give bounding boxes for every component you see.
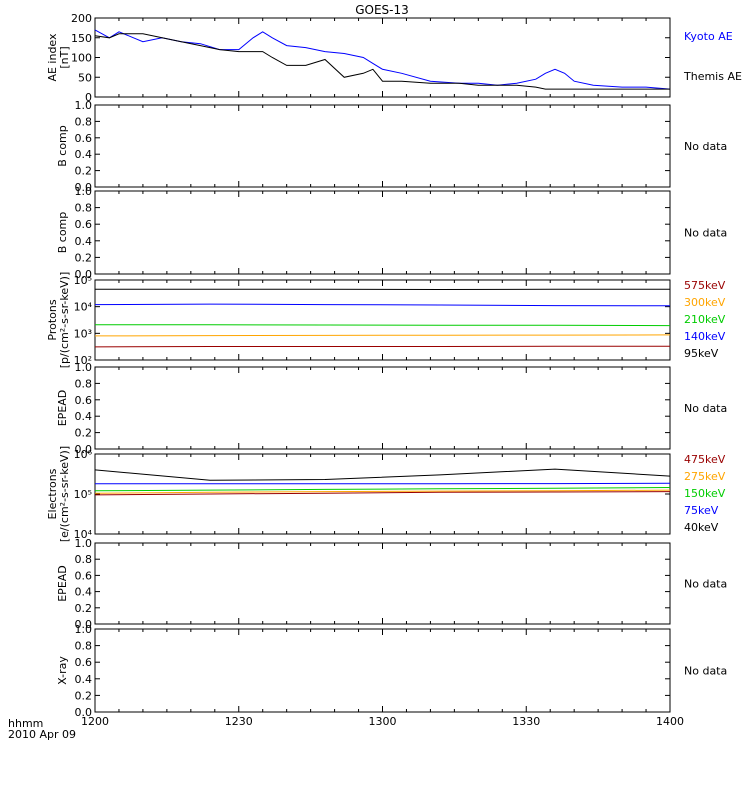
y-tick-label: 10⁵: [74, 488, 92, 501]
legend-575kev: 575keV: [684, 279, 726, 292]
y-axis-title: Electrons: [46, 468, 59, 519]
plot-title: GOES-13: [355, 3, 409, 17]
time-axis-tick-label: 1330: [512, 715, 540, 728]
no-data-label: No data: [684, 227, 727, 240]
y-tick-label: 50: [78, 71, 92, 84]
y-tick-label: 0.0: [75, 618, 93, 631]
legend-275kev: 275keV: [684, 470, 726, 483]
y-tick-label: 0.4: [75, 148, 93, 161]
legend-kyoto-ae: Kyoto AE: [684, 30, 733, 43]
no-data-label: No data: [684, 665, 727, 678]
y-axis-title: AE index: [46, 33, 59, 82]
y-tick-label: 0.2: [75, 602, 93, 615]
y-axis-title: X-ray: [56, 656, 69, 685]
time-axis-tick-label: 1230: [225, 715, 253, 728]
series-line-575kev: [94, 345, 670, 348]
y-tick-label: 0.6: [75, 218, 93, 231]
y-tick-label: 0.6: [75, 569, 93, 582]
y-tick-label: 0.8: [75, 115, 93, 128]
series-line-210kev: [95, 324, 671, 327]
series-line-150kev: [94, 487, 671, 492]
legend-themis-ae: Themis AE: [683, 70, 742, 83]
y-tick-label: 10⁵: [74, 274, 92, 287]
y-tick-label: 10²: [74, 354, 92, 367]
y-tick-label: 1.0: [75, 99, 93, 112]
y-tick-label: 0.8: [75, 640, 93, 653]
legend-140kev: 140keV: [684, 330, 726, 343]
legend-150kev: 150keV: [684, 487, 726, 500]
time-axis-tick-label: 1400: [656, 715, 684, 728]
y-axis-title: Protons: [46, 299, 59, 340]
panel-frame-3: [94, 279, 671, 361]
y-tick-label: 0.0: [75, 181, 93, 194]
y-tick-label: 0.2: [75, 427, 93, 440]
y-tick-label: 0.2: [75, 251, 93, 264]
y-tick-label: 1.0: [75, 361, 93, 374]
no-data-label: No data: [684, 140, 727, 153]
y-tick-label: 0.8: [75, 553, 93, 566]
y-tick-label: 0.4: [75, 673, 93, 686]
y-axis-title: [e/(cm²-s-sr-keV)]: [58, 446, 71, 542]
y-tick-label: 0.6: [75, 656, 93, 669]
panel-frame-6: [94, 542, 671, 625]
series-line-themis-ae: [94, 33, 670, 90]
series-line-75kev: [95, 482, 671, 485]
panel-frame-1: [94, 104, 671, 188]
panel-frame-2: [94, 190, 671, 275]
panel-frame-4: [94, 366, 671, 450]
series-line-300kev: [94, 334, 671, 337]
legend-210kev: 210keV: [684, 313, 726, 326]
series-line-kyoto-ae: [94, 29, 671, 90]
y-tick-label: 0.8: [75, 202, 93, 215]
y-tick-label: 0.0: [75, 706, 93, 719]
y-tick-label: 0.6: [75, 132, 93, 145]
y-tick-label: 0.4: [75, 235, 93, 248]
y-tick-label: 0.2: [75, 165, 93, 178]
y-tick-label: 200: [71, 12, 92, 25]
legend-95kev: 95keV: [684, 347, 719, 360]
legend-475kev: 475keV: [684, 453, 726, 466]
y-tick-label: 10⁶: [74, 448, 93, 461]
y-tick-label: 100: [71, 52, 92, 65]
y-axis-title: EPEAD: [56, 565, 69, 602]
legend-300kev: 300keV: [684, 296, 726, 309]
time-axis-date-label: 2010 Apr 09: [8, 728, 76, 741]
series-line-140kev: [94, 303, 671, 307]
y-tick-label: 0.6: [75, 394, 93, 407]
y-tick-label: 0: [85, 91, 92, 104]
series-line-275kev: [94, 489, 671, 494]
y-axis-title: [p/(cm²-s-sr-keV)]: [58, 272, 71, 369]
y-tick-label: 0.4: [75, 410, 93, 423]
time-axis-unit-label: hhmm: [8, 717, 43, 730]
y-axis-title: [nT]: [58, 46, 71, 68]
series-line-475kev: [94, 491, 671, 496]
y-tick-label: 0.0: [75, 268, 93, 281]
legend-75kev: 75keV: [684, 504, 719, 517]
y-tick-label: 1.0: [75, 623, 93, 636]
y-tick-label: 0.0: [75, 443, 93, 456]
y-tick-label: 10³: [74, 327, 92, 340]
y-tick-label: 0.8: [75, 377, 93, 390]
y-tick-label: 10⁴: [74, 528, 93, 541]
y-axis-title: EPEAD: [56, 390, 69, 427]
y-tick-label: 1.0: [75, 185, 93, 198]
y-axis-title: B comp: [56, 212, 69, 254]
panel-frame-0: [94, 17, 671, 98]
y-tick-label: 0.2: [75, 689, 93, 702]
y-axis-title: B comp: [56, 125, 69, 167]
panel-frame-7: [94, 628, 671, 713]
legend-40kev: 40keV: [684, 521, 719, 534]
y-tick-label: 1.0: [75, 537, 93, 550]
y-tick-label: 10⁴: [74, 301, 93, 314]
time-axis-tick-label: 1300: [369, 715, 397, 728]
no-data-label: No data: [684, 402, 727, 415]
y-tick-label: 150: [71, 32, 92, 45]
y-tick-label: 0.4: [75, 586, 93, 599]
no-data-label: No data: [684, 578, 727, 591]
time-axis-tick-label: 1200: [81, 715, 109, 728]
series-line-40kev: [94, 468, 671, 481]
